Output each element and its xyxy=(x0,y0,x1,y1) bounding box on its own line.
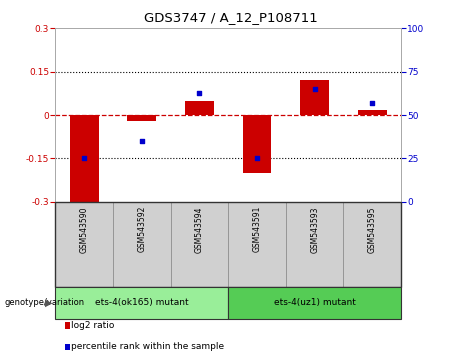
Bar xyxy=(127,115,156,121)
Point xyxy=(254,156,261,161)
Text: GSM543591: GSM543591 xyxy=(253,206,261,252)
Bar xyxy=(343,202,401,287)
Bar xyxy=(65,322,70,329)
Point xyxy=(195,90,203,95)
Bar xyxy=(70,115,99,202)
Bar xyxy=(358,110,387,115)
Text: GSM543595: GSM543595 xyxy=(368,206,377,252)
Bar xyxy=(300,80,329,115)
Text: GSM543590: GSM543590 xyxy=(80,206,89,252)
Text: percentile rank within the sample: percentile rank within the sample xyxy=(71,342,225,352)
Text: log2 ratio: log2 ratio xyxy=(71,321,114,330)
Text: ets-4(uz1) mutant: ets-4(uz1) mutant xyxy=(274,298,355,307)
Bar xyxy=(55,202,113,287)
Bar xyxy=(185,101,214,115)
Text: ▶: ▶ xyxy=(45,298,52,308)
Text: GSM543592: GSM543592 xyxy=(137,206,146,252)
Bar xyxy=(55,287,228,319)
Text: GSM543594: GSM543594 xyxy=(195,206,204,252)
Point xyxy=(311,86,318,92)
Point xyxy=(80,156,88,161)
Bar xyxy=(228,202,286,287)
Point xyxy=(138,138,146,144)
Text: GSM543593: GSM543593 xyxy=(310,206,319,252)
Bar xyxy=(228,287,401,319)
Point xyxy=(369,100,376,106)
Bar xyxy=(242,115,272,173)
Text: genotype/variation: genotype/variation xyxy=(5,298,85,307)
Bar xyxy=(65,344,70,350)
Bar xyxy=(113,202,171,287)
Bar xyxy=(171,202,228,287)
Bar xyxy=(286,202,343,287)
Text: GDS3747 / A_12_P108711: GDS3747 / A_12_P108711 xyxy=(144,11,317,24)
Text: ets-4(ok165) mutant: ets-4(ok165) mutant xyxy=(95,298,189,307)
